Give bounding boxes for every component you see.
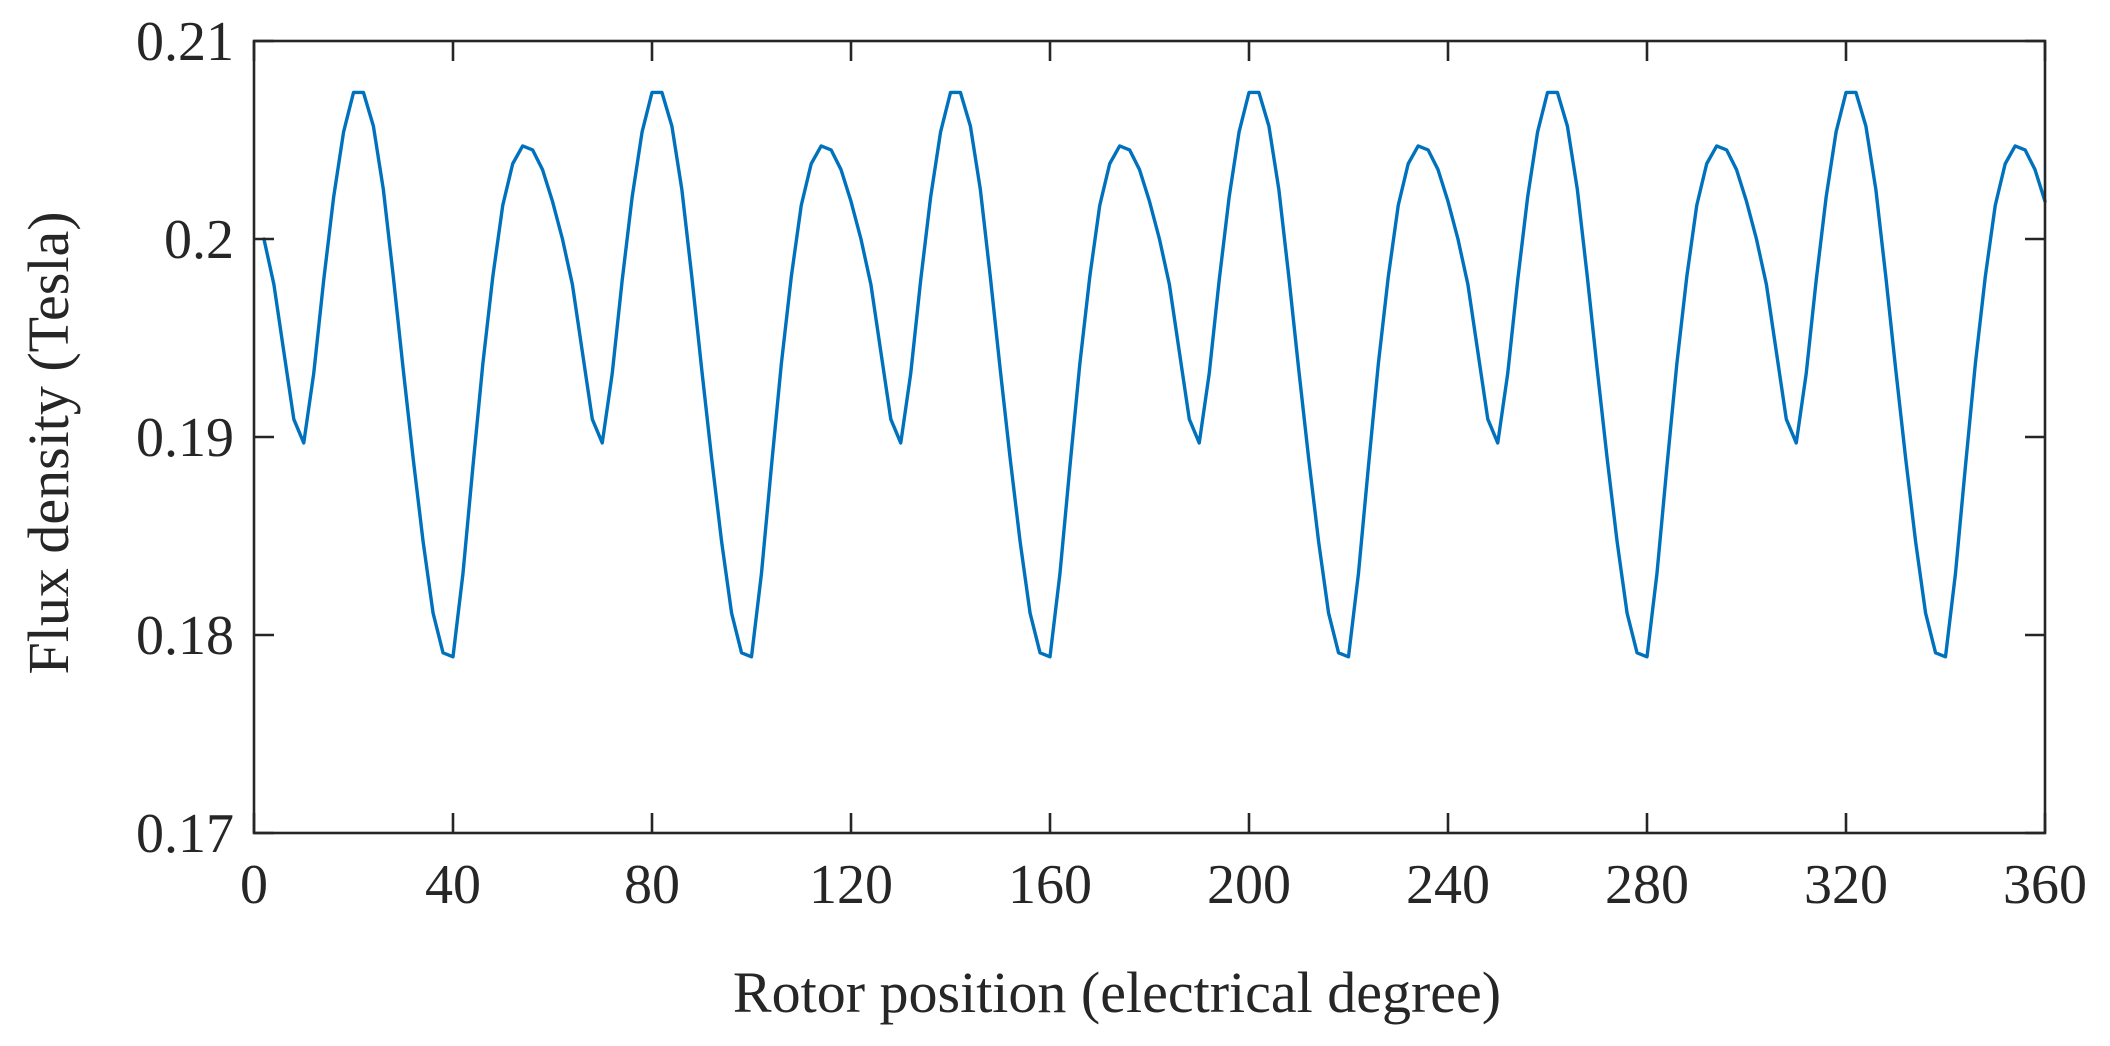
x-tick-label: 120 (809, 854, 893, 916)
y-axis-ticks: 0.17 0.18 0.19 0.2 0.21 (136, 11, 2045, 865)
x-tick-label: 320 (1804, 854, 1888, 916)
y-tick-label: 0.21 (136, 11, 234, 73)
y-tick-label: 0.2 (164, 209, 234, 271)
x-tick-label: 160 (1008, 854, 1092, 916)
y-tick-label: 0.19 (136, 407, 234, 469)
x-tick-label: 280 (1605, 854, 1689, 916)
x-tick-label: 40 (425, 854, 481, 916)
x-tick-label: 0 (240, 854, 268, 916)
y-tick-label: 0.17 (136, 803, 234, 865)
x-axis-title: Rotor position (electrical degree) (733, 960, 1501, 1025)
y-axis-title: Flux density (Tesla) (16, 211, 81, 674)
y-tick-label: 0.18 (136, 605, 234, 667)
plot-area (252, 39, 2047, 835)
series-line-1 (262, 90, 2047, 659)
x-tick-label: 80 (624, 854, 680, 916)
x-tick-label: 360 (2003, 854, 2087, 916)
x-axis-ticks: 0 40 80 120 160 200 240 280 320 360 (240, 41, 2087, 916)
axes-box (252, 39, 2047, 835)
x-tick-label: 240 (1406, 854, 1490, 916)
x-tick-label: 200 (1207, 854, 1291, 916)
